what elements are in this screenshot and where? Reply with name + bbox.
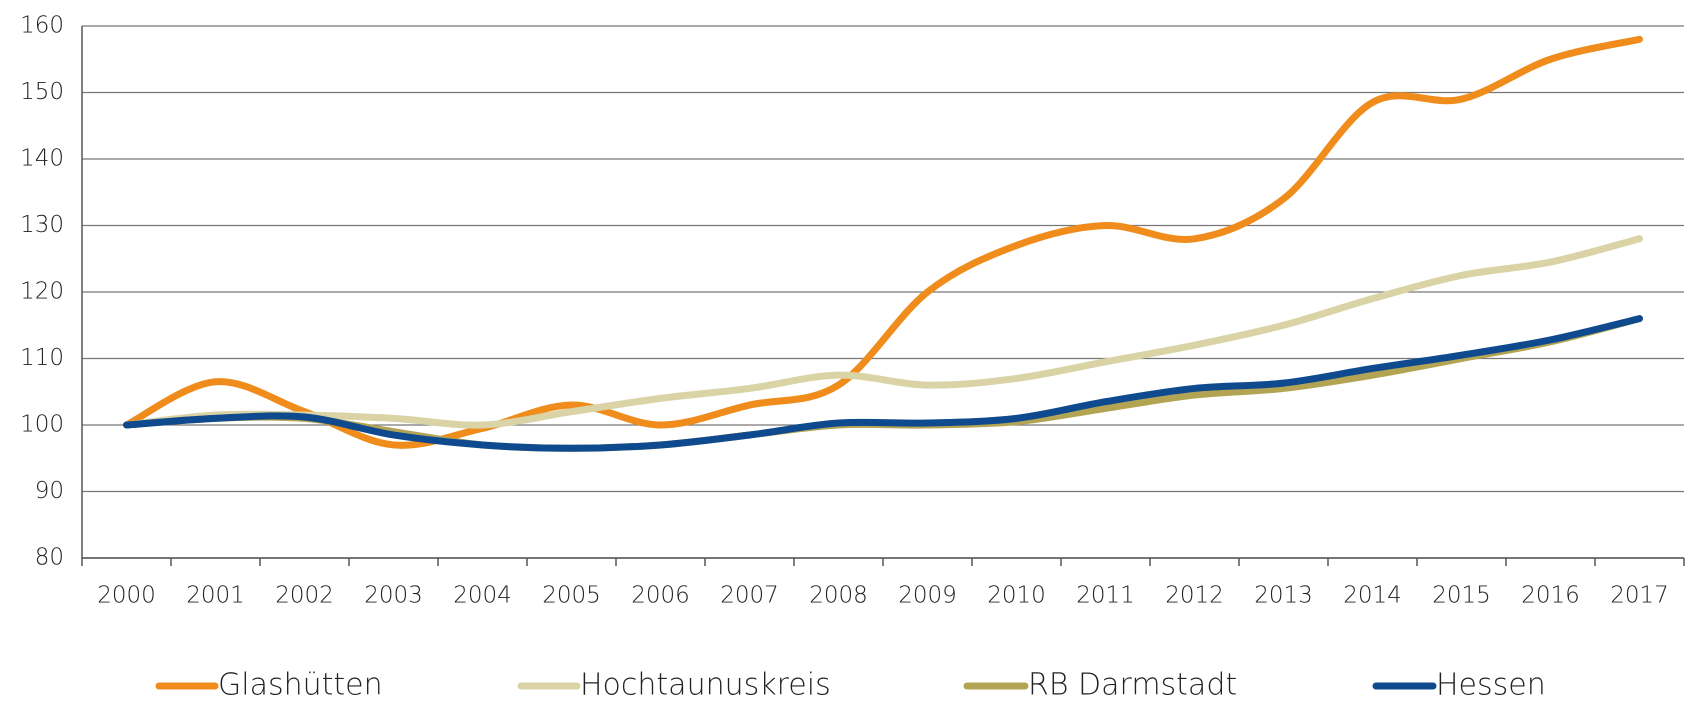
x-tick-label: 2000 (97, 583, 156, 609)
line-series (123, 35, 1643, 449)
x-tick-label: 2015 (1432, 583, 1491, 609)
line-series (123, 315, 1643, 452)
y-tick-label: 160 (20, 13, 64, 39)
x-tick-label: 2001 (186, 583, 245, 609)
y-tick-label: 80 (35, 545, 64, 571)
x-tick-label: 2012 (1165, 583, 1224, 609)
x-tick-label: 2007 (720, 583, 779, 609)
y-tick-label: 140 (20, 146, 64, 172)
x-tick-label: 2004 (453, 583, 512, 609)
x-tick-label: 2013 (1254, 583, 1313, 609)
y-tick-label: 150 (20, 79, 64, 105)
x-tick-label: 2002 (275, 583, 334, 609)
y-tick-label: 100 (20, 412, 64, 438)
x-tick-label: 2011 (1076, 583, 1135, 609)
x-tick-label: 2009 (898, 583, 957, 609)
x-tick-label: 2008 (809, 583, 868, 609)
x-tick-label: 2005 (542, 583, 601, 609)
x-tick-label: 2006 (631, 583, 690, 609)
x-tick-label: 2014 (1343, 583, 1402, 609)
line-series (123, 235, 1643, 429)
x-tick-label: 2003 (364, 583, 423, 609)
legend-label: Glashütten (218, 668, 383, 703)
y-tick-label: 90 (35, 478, 64, 504)
x-tick-label: 2017 (1610, 583, 1669, 609)
y-tick-label: 120 (20, 279, 64, 305)
legend-label: RB Darmstadt (1028, 668, 1237, 703)
y-tick-label: 130 (20, 212, 64, 238)
x-tick-label: 2016 (1521, 583, 1580, 609)
y-tick-label: 110 (20, 345, 64, 371)
legend-label: Hochtaunuskreis (580, 668, 831, 703)
x-tick-label: 2010 (987, 583, 1046, 609)
legend-label: Hessen (1436, 668, 1546, 703)
